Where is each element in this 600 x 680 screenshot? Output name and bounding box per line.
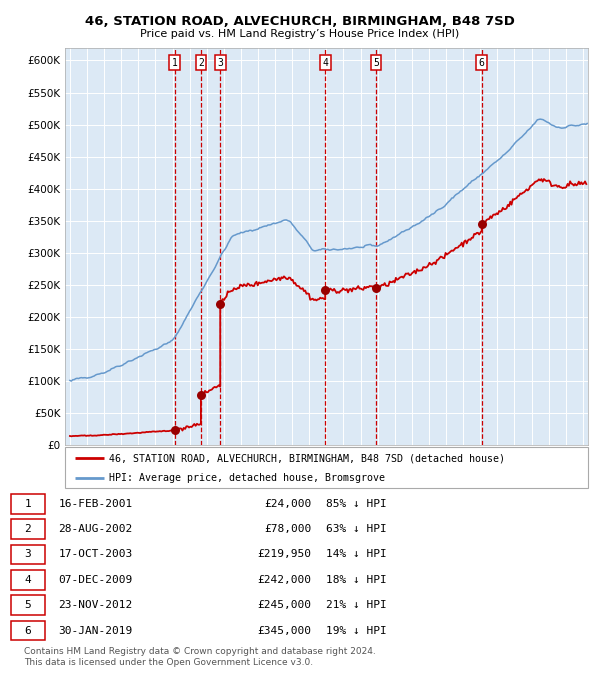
- Text: 46, STATION ROAD, ALVECHURCH, BIRMINGHAM, B48 7SD: 46, STATION ROAD, ALVECHURCH, BIRMINGHAM…: [85, 15, 515, 28]
- Text: 5: 5: [373, 58, 379, 67]
- Text: 2: 2: [198, 58, 204, 67]
- FancyBboxPatch shape: [11, 545, 44, 564]
- Text: £78,000: £78,000: [265, 524, 311, 534]
- Text: 6: 6: [24, 626, 31, 636]
- FancyBboxPatch shape: [11, 519, 44, 539]
- Text: 23-NOV-2012: 23-NOV-2012: [58, 600, 133, 610]
- Text: 16-FEB-2001: 16-FEB-2001: [58, 498, 133, 509]
- Text: 2: 2: [24, 524, 31, 534]
- Text: 6: 6: [479, 58, 485, 67]
- Text: HPI: Average price, detached house, Bromsgrove: HPI: Average price, detached house, Brom…: [109, 473, 385, 483]
- Text: £245,000: £245,000: [257, 600, 311, 610]
- Text: 14% ↓ HPI: 14% ↓ HPI: [326, 549, 387, 560]
- FancyBboxPatch shape: [65, 447, 588, 488]
- Text: £219,950: £219,950: [257, 549, 311, 560]
- Text: 21% ↓ HPI: 21% ↓ HPI: [326, 600, 387, 610]
- Text: 4: 4: [24, 575, 31, 585]
- Text: Contains HM Land Registry data © Crown copyright and database right 2024.
This d: Contains HM Land Registry data © Crown c…: [24, 647, 376, 667]
- Text: 07-DEC-2009: 07-DEC-2009: [58, 575, 133, 585]
- Text: £24,000: £24,000: [265, 498, 311, 509]
- Text: 5: 5: [24, 600, 31, 610]
- FancyBboxPatch shape: [11, 621, 44, 641]
- Text: 63% ↓ HPI: 63% ↓ HPI: [326, 524, 387, 534]
- Text: 85% ↓ HPI: 85% ↓ HPI: [326, 498, 387, 509]
- Text: 17-OCT-2003: 17-OCT-2003: [58, 549, 133, 560]
- FancyBboxPatch shape: [11, 494, 44, 513]
- FancyBboxPatch shape: [11, 595, 44, 615]
- Text: 19% ↓ HPI: 19% ↓ HPI: [326, 626, 387, 636]
- Text: £345,000: £345,000: [257, 626, 311, 636]
- Text: 1: 1: [172, 58, 178, 67]
- Text: 1: 1: [24, 498, 31, 509]
- FancyBboxPatch shape: [11, 570, 44, 590]
- Text: 30-JAN-2019: 30-JAN-2019: [58, 626, 133, 636]
- Text: 18% ↓ HPI: 18% ↓ HPI: [326, 575, 387, 585]
- Text: Price paid vs. HM Land Registry’s House Price Index (HPI): Price paid vs. HM Land Registry’s House …: [140, 29, 460, 39]
- Text: 3: 3: [217, 58, 223, 67]
- Text: 4: 4: [322, 58, 328, 67]
- Text: 3: 3: [24, 549, 31, 560]
- Text: 46, STATION ROAD, ALVECHURCH, BIRMINGHAM, B48 7SD (detached house): 46, STATION ROAD, ALVECHURCH, BIRMINGHAM…: [109, 454, 505, 464]
- Text: £242,000: £242,000: [257, 575, 311, 585]
- Text: 28-AUG-2002: 28-AUG-2002: [58, 524, 133, 534]
